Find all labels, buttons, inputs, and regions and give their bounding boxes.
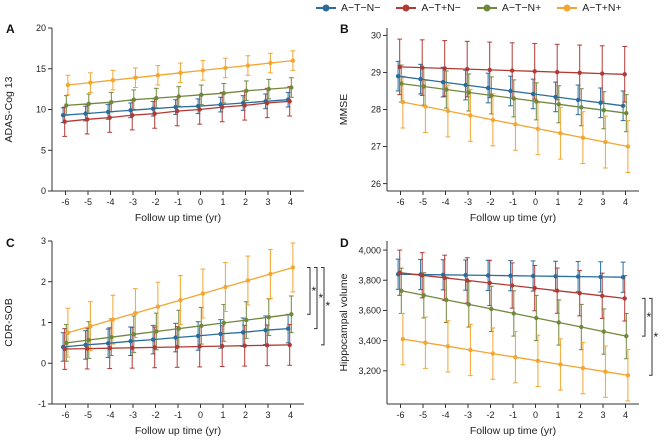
svg-text:28: 28 — [371, 105, 381, 115]
svg-text:-2: -2 — [151, 410, 159, 420]
svg-text:-1: -1 — [174, 197, 182, 207]
svg-text:-5: -5 — [419, 197, 427, 207]
svg-text:0: 0 — [198, 197, 203, 207]
svg-text:2: 2 — [41, 277, 46, 287]
svg-text:0: 0 — [533, 410, 538, 420]
svg-text:-6: -6 — [396, 410, 404, 420]
svg-text:-3: -3 — [464, 410, 472, 420]
svg-text:-5: -5 — [84, 410, 92, 420]
svg-text:15: 15 — [36, 64, 46, 74]
svg-text:3,400: 3,400 — [358, 336, 381, 346]
panel-a-label: A — [6, 22, 15, 36]
legend-marker-icon — [396, 4, 417, 12]
svg-text:2: 2 — [578, 410, 583, 420]
svg-text:-2: -2 — [486, 410, 494, 420]
svg-text:-6: -6 — [61, 197, 69, 207]
svg-text:-1: -1 — [509, 197, 517, 207]
svg-text:29: 29 — [371, 68, 381, 78]
svg-text:1: 1 — [555, 410, 560, 420]
svg-text:4: 4 — [623, 410, 628, 420]
legend-item: A−T+N+ — [557, 2, 622, 14]
svg-text:-1: -1 — [509, 410, 517, 420]
svg-text:ADAS-Cog 13: ADAS-Cog 13 — [3, 76, 15, 142]
svg-text:0: 0 — [41, 358, 46, 368]
svg-text:27: 27 — [371, 142, 381, 152]
svg-text:Follow up time (yr): Follow up time (yr) — [135, 425, 221, 437]
svg-text:-2: -2 — [486, 197, 494, 207]
svg-text:Hippocampal volume: Hippocampal volume — [338, 273, 350, 371]
svg-text:-6: -6 — [396, 197, 404, 207]
svg-text:-2: -2 — [151, 197, 159, 207]
svg-text:-4: -4 — [106, 410, 114, 420]
svg-text:-1: -1 — [38, 399, 46, 409]
svg-text:-6: -6 — [61, 410, 69, 420]
svg-text:-5: -5 — [84, 197, 92, 207]
svg-text:4: 4 — [288, 410, 293, 420]
svg-text:-3: -3 — [464, 197, 472, 207]
panel-b-chart: 26 27 28 29 30 -6 -5 -4 -3 -2 -1 0 1 2 3 4 Follow up tim… — [338, 28, 639, 224]
svg-text:*: * — [326, 299, 331, 313]
svg-text:3,800: 3,800 — [358, 275, 381, 285]
svg-text:2: 2 — [578, 197, 583, 207]
svg-text:CDR-SOB: CDR-SOB — [3, 298, 15, 346]
svg-text:-3: -3 — [129, 410, 137, 420]
panel-c-label: C — [6, 236, 15, 250]
svg-text:0: 0 — [533, 197, 538, 207]
panel-b-label: B — [340, 22, 349, 36]
svg-text:20: 20 — [36, 23, 46, 33]
svg-text:-3: -3 — [129, 197, 137, 207]
legend-item: A−T−N+ — [476, 2, 542, 14]
svg-text:26: 26 — [371, 179, 381, 189]
svg-text:4,000: 4,000 — [358, 245, 381, 255]
svg-text:*: * — [647, 310, 652, 324]
svg-text:-4: -4 — [441, 410, 449, 420]
svg-text:2: 2 — [243, 197, 248, 207]
svg-text:*: * — [312, 284, 317, 298]
svg-text:4: 4 — [288, 197, 293, 207]
legend-item-label: A−T+N− — [421, 2, 461, 14]
svg-text:3,600: 3,600 — [358, 306, 381, 316]
svg-text:3: 3 — [41, 236, 46, 246]
svg-text:0: 0 — [198, 410, 203, 420]
panel-d-chart: 3,200 3,400 3,600 3,800 4,000 -6 -5 -4 -3 -2 -1 0 1 2… — [338, 241, 659, 437]
svg-text:0: 0 — [41, 186, 46, 196]
svg-text:3,200: 3,200 — [358, 366, 381, 376]
svg-text:1: 1 — [41, 318, 46, 328]
svg-text:Follow up time (yr): Follow up time (yr) — [470, 425, 556, 437]
legend: A−T−N− A−T+N− A−T−N+ A−T+N+ — [316, 1, 622, 15]
svg-text:-4: -4 — [441, 197, 449, 207]
legend-item: A−T+N− — [396, 2, 461, 14]
legend-item-label: A−T+N+ — [582, 2, 622, 14]
svg-text:3: 3 — [265, 197, 270, 207]
svg-text:5: 5 — [41, 145, 46, 155]
panel-a-chart: 0 5 10 15 20 -6 -5 -4 -3 -2 -1 0 1 2 3 4 Follow up time … — [3, 23, 304, 224]
svg-text:1: 1 — [220, 197, 225, 207]
svg-text:2: 2 — [243, 410, 248, 420]
svg-text:-1: -1 — [174, 410, 182, 420]
svg-text:1: 1 — [555, 197, 560, 207]
svg-text:-4: -4 — [106, 197, 114, 207]
svg-text:3: 3 — [600, 197, 605, 207]
legend-item-label: A−T−N+ — [501, 2, 542, 14]
legend-item: A−T−N− — [316, 2, 380, 14]
legend-marker-icon — [476, 4, 497, 12]
legend-marker-icon — [316, 4, 336, 12]
panel-d-label: D — [340, 236, 349, 250]
svg-text:Follow up time (yr): Follow up time (yr) — [135, 212, 221, 224]
svg-text:4: 4 — [623, 197, 628, 207]
svg-text:3: 3 — [600, 410, 605, 420]
svg-text:10: 10 — [36, 105, 46, 115]
svg-text:*: * — [654, 330, 659, 344]
svg-text:Follow up time (yr): Follow up time (yr) — [470, 212, 556, 224]
legend-marker-icon — [557, 4, 578, 12]
svg-text:1: 1 — [220, 410, 225, 420]
svg-text:-5: -5 — [419, 410, 427, 420]
svg-text:*: * — [319, 291, 324, 305]
panel-c-chart: -1 0 1 2 3 -6 -5 -4 -3 -2 -1 0 1 2 3 4 Follow up time (y… — [3, 236, 331, 437]
svg-text:MMSE: MMSE — [338, 94, 350, 126]
legend-item-label: A−T−N− — [341, 2, 381, 14]
svg-text:30: 30 — [371, 31, 381, 41]
svg-text:3: 3 — [265, 410, 270, 420]
